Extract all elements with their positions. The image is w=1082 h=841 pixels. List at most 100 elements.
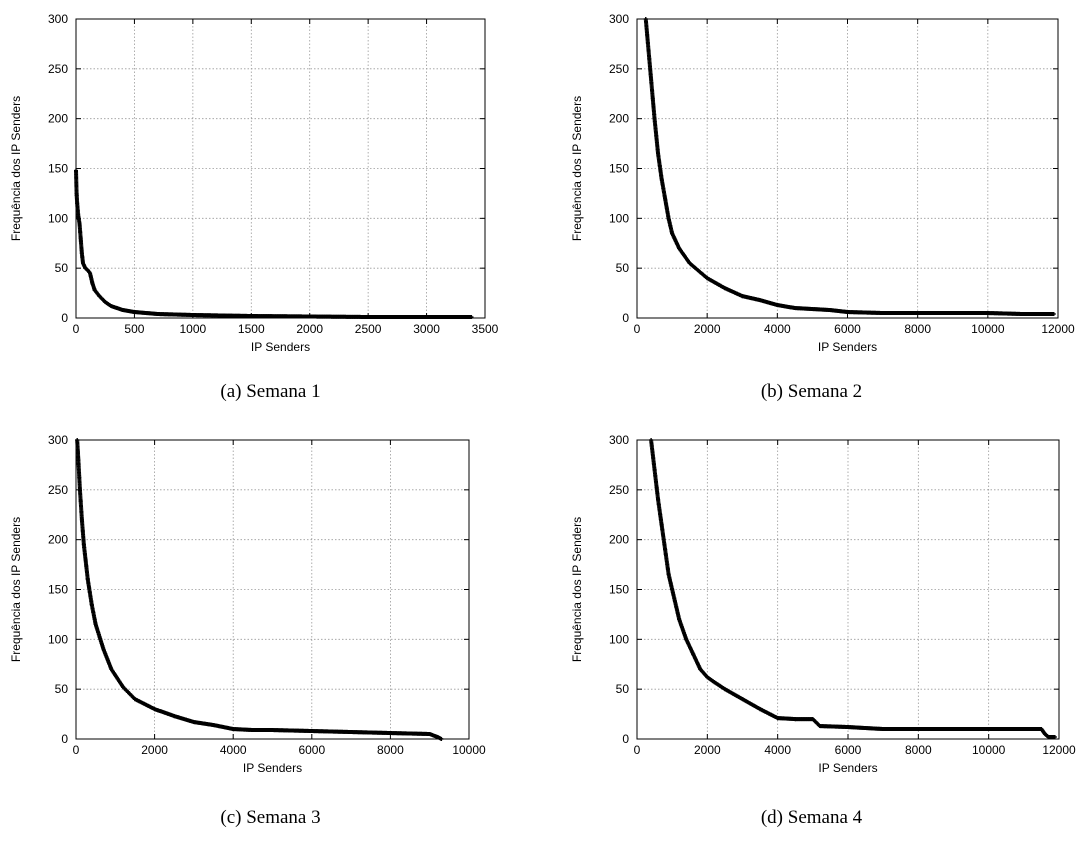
data-point <box>432 734 437 739</box>
data-series <box>649 438 1057 740</box>
data-point <box>155 312 160 317</box>
x-tick-label: 6000 <box>298 743 325 757</box>
y-tick-label: 200 <box>609 533 629 547</box>
chart-c: 0 2000 4000 6000 8000 10000 0 50 100 150 200 250 300… <box>9 433 486 775</box>
data-point <box>768 301 773 306</box>
data-point <box>792 306 797 311</box>
data-series <box>643 17 1056 317</box>
y-tick-label: 250 <box>609 483 629 497</box>
data-point <box>1046 735 1051 740</box>
data-point <box>132 697 137 702</box>
x-tick-label: 8000 <box>904 322 931 336</box>
chart-panel-a: 0 500 1000 1500 2000 2500 3000 3500 0 50 100 150 200… <box>0 0 541 420</box>
x-tick-label: 10000 <box>971 322 1005 336</box>
data-point <box>827 308 832 313</box>
data-point <box>132 310 137 315</box>
data-point <box>137 699 142 704</box>
x-tick-label: 2000 <box>694 322 721 336</box>
data-point <box>349 730 354 735</box>
data-point <box>722 286 727 291</box>
y-axis-label: Frequência dos IP Senders <box>9 96 23 241</box>
chart-panel-c: 0 2000 4000 6000 8000 10000 0 50 100 150 200 250 300… <box>0 421 541 841</box>
data-point <box>143 702 148 707</box>
y-tick-label: 300 <box>48 12 68 26</box>
x-tick-label: 10000 <box>972 743 1006 757</box>
data-point <box>880 311 885 316</box>
y-tick-label: 200 <box>48 533 68 547</box>
x-tick-label: 12000 <box>1041 322 1075 336</box>
data-point <box>221 725 226 730</box>
data-point <box>810 307 815 312</box>
x-tick-label: 4000 <box>764 322 791 336</box>
data-series <box>75 438 444 741</box>
y-tick-label: 250 <box>609 62 629 76</box>
y-tick-label: 250 <box>48 483 68 497</box>
data-point <box>152 707 157 712</box>
data-point <box>761 299 766 304</box>
data-point <box>766 711 771 716</box>
data-point <box>771 302 776 307</box>
data-point <box>787 305 792 310</box>
chart-panel-b: 0 2000 4000 6000 8000 10000 12000 0 50 100 150 200 2… <box>541 0 1082 420</box>
data-point <box>916 727 921 732</box>
data-point <box>758 707 763 712</box>
data-point <box>180 716 185 721</box>
data-point <box>757 298 762 303</box>
chart-panel-d: 0 2000 4000 6000 8000 10000 12000 0 50 100 150 200 2… <box>541 421 1082 841</box>
data-point <box>176 715 181 720</box>
y-tick-label: 300 <box>609 12 629 26</box>
x-axis-label: IP Senders <box>818 761 877 775</box>
x-tick-label: 3000 <box>413 322 440 336</box>
data-point <box>226 726 231 731</box>
data-series <box>74 168 474 320</box>
data-point <box>165 711 170 716</box>
data-point <box>388 731 393 736</box>
data-point <box>1021 727 1026 732</box>
x-tick-label: 2500 <box>355 322 382 336</box>
y-axis-label: Frequência dos IP Senders <box>9 517 23 662</box>
data-point <box>148 704 153 709</box>
x-tick-label: 6000 <box>834 322 861 336</box>
x-tick-label: 6000 <box>835 743 862 757</box>
data-point <box>744 295 749 300</box>
data-point <box>863 726 868 731</box>
data-point <box>231 727 236 732</box>
y-tick-label: 100 <box>48 211 68 225</box>
x-tick-label: 4000 <box>764 743 791 757</box>
y-tick-label: 100 <box>609 211 629 225</box>
data-point <box>162 710 167 715</box>
chart-caption: (a) Semana 1 <box>220 381 321 402</box>
data-point <box>764 710 769 715</box>
data-point <box>771 713 776 718</box>
data-point <box>764 300 769 305</box>
y-tick-label: 100 <box>48 632 68 646</box>
chart-b: 0 2000 4000 6000 8000 10000 12000 0 50 100 150 200 2… <box>570 12 1075 354</box>
x-axis-label: IP Senders <box>243 761 302 775</box>
data-point <box>469 315 474 320</box>
data-point <box>111 305 116 310</box>
x-tick-label: 8000 <box>377 743 404 757</box>
data-point <box>159 709 164 714</box>
data-point <box>769 712 774 717</box>
x-tick-label: 10000 <box>452 743 486 757</box>
data-point <box>135 698 140 703</box>
x-tick-label: 0 <box>73 743 80 757</box>
plot-frame <box>75 439 470 740</box>
data-point <box>141 701 146 706</box>
data-point <box>749 296 754 301</box>
data-point <box>740 294 745 299</box>
data-point <box>762 709 767 714</box>
data-point <box>881 727 886 732</box>
y-tick-label: 150 <box>609 583 629 597</box>
x-axis-label: IP Senders <box>251 340 310 354</box>
data-point <box>250 728 255 733</box>
y-tick-label: 150 <box>48 162 68 176</box>
y-axis-label: Frequência dos IP Senders <box>570 517 584 662</box>
chart-caption: (c) Semana 3 <box>220 807 321 828</box>
data-point <box>737 292 742 297</box>
data-point <box>168 712 173 717</box>
data-point <box>793 717 798 722</box>
data-point <box>727 288 732 293</box>
data-point <box>732 290 737 295</box>
data-point <box>817 724 822 729</box>
